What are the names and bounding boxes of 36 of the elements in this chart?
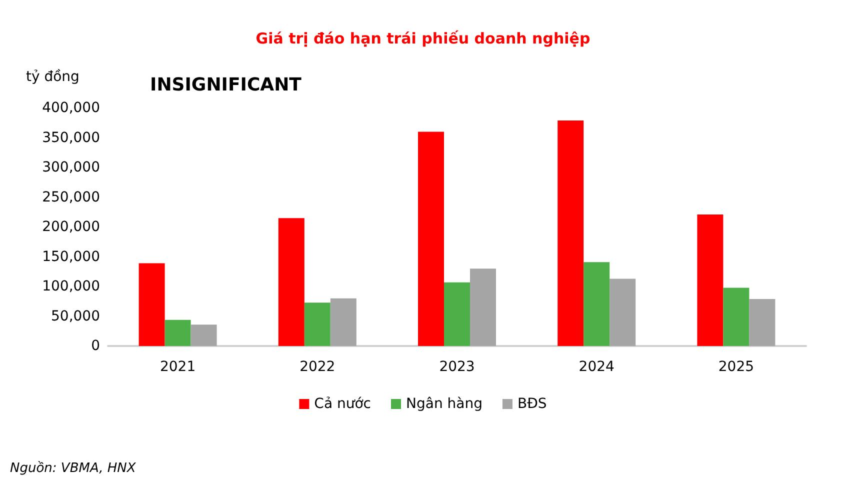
bar [723, 288, 750, 346]
y-tick-label: 250,000 [42, 189, 100, 206]
y-tick-label: 150,000 [42, 248, 100, 265]
y-axis-title: tỷ đồng [26, 69, 80, 85]
x-tick-label: 2025 [718, 359, 754, 375]
text: INSIGNIFICANT [150, 74, 302, 96]
y-tick-label: 350,000 [42, 130, 100, 146]
bar [749, 298, 776, 346]
bar [610, 278, 636, 346]
bar [278, 218, 304, 346]
bar [304, 302, 330, 346]
y-tick-label: 50,000 [51, 308, 100, 324]
legend-label: Cả nước [314, 396, 372, 412]
text: Nguồn: VBMA, HNX [10, 461, 137, 476]
y-tick-label: 100,000 [42, 278, 100, 294]
bar [558, 120, 584, 346]
legend-label: Ngân hàng [406, 396, 482, 412]
chart-title: Giá trị đáo hạn trái phiếu doanh nghiệp [256, 30, 590, 48]
bar [190, 324, 217, 346]
bar [164, 320, 191, 346]
bar [138, 263, 165, 346]
bar [697, 214, 724, 346]
bar [444, 282, 470, 346]
y-tick-label: 0 [91, 338, 100, 354]
x-tick-label: 2022 [300, 359, 336, 375]
bar [330, 298, 356, 346]
x-tick-label: 2024 [578, 359, 614, 375]
bar [470, 268, 496, 346]
y-tick-label: 300,000 [42, 160, 100, 176]
y-tick-label: 400,000 [42, 100, 100, 116]
y-tick-label: 200,000 [42, 219, 100, 235]
x-tick-label: 2021 [160, 359, 196, 375]
legend-label: BĐS [517, 396, 547, 412]
bar [418, 132, 444, 346]
x-tick-label: 2023 [439, 359, 475, 375]
bar [584, 262, 610, 346]
